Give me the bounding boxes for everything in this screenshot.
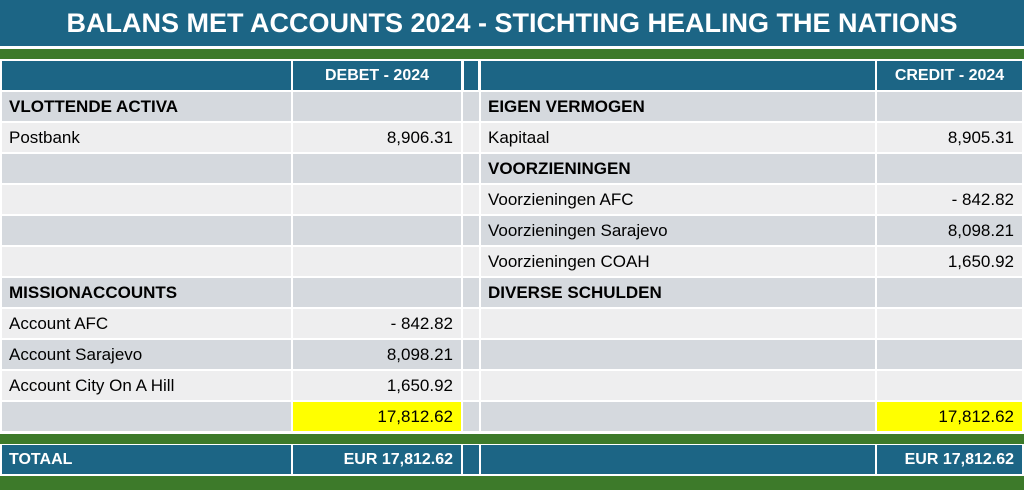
table-row: Account Sarajevo 8,098.21 <box>0 340 1024 371</box>
right-value <box>877 371 1022 400</box>
right-value <box>877 92 1022 121</box>
left-label: Account AFC <box>2 309 291 338</box>
left-label <box>2 185 291 214</box>
right-label <box>481 371 875 400</box>
right-label <box>481 402 875 431</box>
total-label-right <box>481 445 875 474</box>
total-debet: EUR 17,812.62 <box>293 445 461 474</box>
bottom-divider-bar <box>0 434 1024 444</box>
table-row: VLOTTENDE ACTIVA EIGEN VERMOGEN <box>0 92 1024 123</box>
separator-cell <box>463 92 479 121</box>
separator-cell <box>463 309 479 338</box>
left-label: MISSIONACCOUNTS <box>2 278 291 307</box>
separator-cell <box>463 402 479 431</box>
separator-cell <box>463 371 479 400</box>
right-label: DIVERSE SCHULDEN <box>481 278 875 307</box>
footer-bar <box>0 476 1024 490</box>
right-label: Kapitaal <box>481 123 875 152</box>
separator-cell <box>463 445 479 474</box>
table-header-row: DEBET - 2024 CREDIT - 2024 <box>0 61 1024 92</box>
left-label <box>2 216 291 245</box>
left-label: Account City On A Hill <box>2 371 291 400</box>
header-separator <box>463 61 479 90</box>
right-value <box>877 340 1022 369</box>
right-label: Voorzieningen Sarajevo <box>481 216 875 245</box>
left-label: Postbank <box>2 123 291 152</box>
right-label <box>481 340 875 369</box>
right-label: Voorzieningen COAH <box>481 247 875 276</box>
right-value: - 842.82 <box>877 185 1022 214</box>
right-value: 1,650.92 <box>877 247 1022 276</box>
left-value: 8,098.21 <box>293 340 461 369</box>
debet-subtotal: 17,812.62 <box>293 402 461 431</box>
left-label: VLOTTENDE ACTIVA <box>2 92 291 121</box>
left-value <box>293 278 461 307</box>
left-value <box>293 92 461 121</box>
left-value <box>293 185 461 214</box>
right-value <box>877 309 1022 338</box>
right-value: 8,905.31 <box>877 123 1022 152</box>
right-label: VOORZIENINGEN <box>481 154 875 183</box>
left-value: 1,650.92 <box>293 371 461 400</box>
right-label: Voorzieningen AFC <box>481 185 875 214</box>
right-value <box>877 278 1022 307</box>
left-value <box>293 154 461 183</box>
table-row: Account City On A Hill 1,650.92 <box>0 371 1024 402</box>
separator-cell <box>463 247 479 276</box>
separator-cell <box>463 123 479 152</box>
separator-cell <box>463 216 479 245</box>
total-label: TOTAAL <box>2 445 291 474</box>
left-value: - 842.82 <box>293 309 461 338</box>
separator-cell <box>463 340 479 369</box>
separator-cell <box>463 185 479 214</box>
total-credit: EUR 17,812.62 <box>877 445 1022 474</box>
table-row: Voorzieningen COAH 1,650.92 <box>0 247 1024 278</box>
right-label: EIGEN VERMOGEN <box>481 92 875 121</box>
header-debet: DEBET - 2024 <box>293 61 461 90</box>
header-label-cell <box>2 61 291 90</box>
right-value <box>877 154 1022 183</box>
separator-cell <box>463 278 479 307</box>
table-row: Voorzieningen Sarajevo 8,098.21 <box>0 216 1024 247</box>
header-credit: CREDIT - 2024 <box>877 61 1022 90</box>
table-row: VOORZIENINGEN <box>0 154 1024 185</box>
top-divider-bar <box>0 49 1024 59</box>
table-row: Postbank 8,906.31 Kapitaal 8,905.31 <box>0 123 1024 154</box>
left-value <box>293 216 461 245</box>
left-value <box>293 247 461 276</box>
left-value: 8,906.31 <box>293 123 461 152</box>
table-row: MISSIONACCOUNTS DIVERSE SCHULDEN <box>0 278 1024 309</box>
credit-subtotal: 17,812.62 <box>877 402 1022 431</box>
left-label <box>2 402 291 431</box>
table-row: Account AFC - 842.82 <box>0 309 1024 340</box>
header-label-cell-right <box>481 61 875 90</box>
total-row: TOTAAL EUR 17,812.62 EUR 17,812.62 <box>0 445 1024 476</box>
left-label <box>2 247 291 276</box>
table-row: Voorzieningen AFC - 842.82 <box>0 185 1024 216</box>
subtotal-row: 17,812.62 17,812.62 <box>0 402 1024 433</box>
separator-cell <box>463 154 479 183</box>
page-title: BALANS MET ACCOUNTS 2024 - STICHTING HEA… <box>0 0 1024 48</box>
left-label: Account Sarajevo <box>2 340 291 369</box>
right-value: 8,098.21 <box>877 216 1022 245</box>
right-label <box>481 309 875 338</box>
left-label <box>2 154 291 183</box>
